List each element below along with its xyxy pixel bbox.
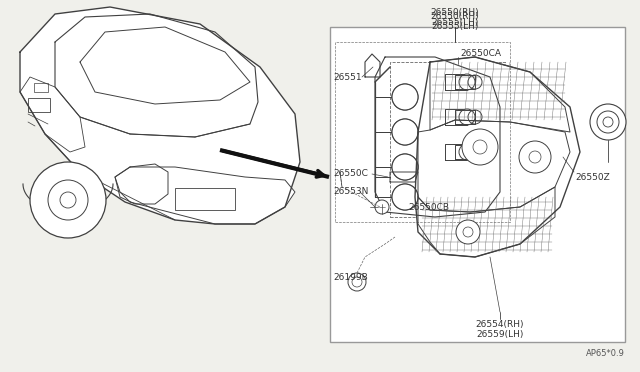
Circle shape (392, 154, 418, 180)
Text: 26555(LH): 26555(LH) (431, 22, 479, 32)
Bar (390, 62, 505, 217)
Text: 26555(LH): 26555(LH) (431, 17, 479, 26)
Bar (175, 188, 235, 210)
Circle shape (392, 184, 418, 210)
Text: 26550CB: 26550CB (408, 202, 449, 212)
Circle shape (459, 109, 475, 125)
Circle shape (348, 273, 366, 291)
Circle shape (392, 154, 418, 180)
Polygon shape (445, 144, 467, 160)
Text: 26550(RH): 26550(RH) (431, 13, 479, 22)
Polygon shape (375, 57, 500, 217)
Circle shape (590, 104, 626, 140)
Bar (335, 42, 510, 222)
Text: 26550CA: 26550CA (460, 49, 501, 58)
Circle shape (459, 144, 475, 160)
Polygon shape (415, 57, 580, 257)
Circle shape (459, 74, 475, 90)
Circle shape (392, 184, 418, 210)
Bar (34, 83, 48, 92)
Polygon shape (115, 164, 168, 204)
Circle shape (392, 119, 418, 145)
Text: 26550(RH): 26550(RH) (431, 7, 479, 16)
Circle shape (392, 84, 418, 110)
Bar (330, 27, 625, 342)
Circle shape (375, 200, 389, 214)
Circle shape (462, 129, 498, 165)
Circle shape (519, 141, 551, 173)
Text: 26554(RH): 26554(RH) (476, 320, 524, 328)
Polygon shape (445, 74, 467, 90)
Circle shape (30, 162, 106, 238)
Text: 26199B: 26199B (333, 273, 368, 282)
Polygon shape (115, 167, 295, 224)
Polygon shape (445, 109, 467, 125)
Circle shape (392, 84, 418, 110)
Text: 26551: 26551 (333, 73, 362, 81)
Bar (28, 98, 50, 112)
Text: 26559(LH): 26559(LH) (476, 330, 524, 339)
Text: 26553N: 26553N (333, 187, 369, 196)
Circle shape (392, 119, 418, 145)
Circle shape (456, 220, 480, 244)
Text: 26550C: 26550C (333, 170, 368, 179)
Text: 26550Z: 26550Z (575, 173, 610, 182)
Polygon shape (20, 7, 300, 224)
Text: AP65*0.9: AP65*0.9 (586, 350, 625, 359)
Polygon shape (390, 172, 418, 182)
